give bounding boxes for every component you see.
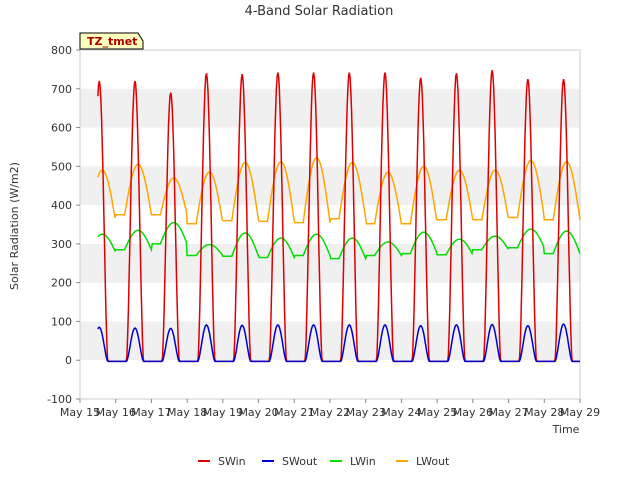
y-tick-label: 200 [51,277,72,290]
x-tick-label: May 21 [274,406,314,419]
chart-title: 4-Band Solar Radiation [245,4,394,19]
y-tick-label: 100 [51,315,72,328]
grid-band [80,243,580,283]
y-tick-label: 400 [51,199,72,212]
legend-label-swout: SWout [282,455,318,468]
x-tick-label: May 16 [96,406,136,419]
grid-band [80,88,580,128]
site-label: TZ_tmet [87,35,137,48]
x-tick-label: May 26 [453,406,493,419]
x-axis-label: Time [552,423,580,436]
series-line-lwin [97,221,581,262]
x-tick-label: May 24 [381,406,421,419]
series-line-swout [97,323,580,363]
site-label-bg [79,32,144,50]
y-tick-label: 600 [51,122,72,135]
x-tick-label: May 22 [310,406,350,419]
y-tick-label: 500 [51,160,72,173]
y-tick-label: 0 [65,354,72,367]
x-tick-label: May 29 [560,406,600,419]
grid-band [80,321,580,361]
grid-bands [80,88,580,361]
legend-label-lwin: LWin [350,455,376,468]
x-tick-label: May 18 [167,406,207,419]
x-tick-label: May 20 [238,406,278,419]
legend: SWin SWout LWin LWout [198,455,450,468]
y-axis-ticks: -100 0 100 200 300 400 500 600 700 800 [47,44,80,406]
x-tick-label: May 23 [346,406,386,419]
series-group [97,70,581,363]
x-tick-label: May 27 [488,406,528,419]
y-tick-label: 800 [51,44,72,57]
y-axis-label: Solar Radiation (W/m2) [8,162,21,290]
x-tick-label: May 17 [131,406,171,419]
series-line-lwout [97,157,581,225]
site-label-box: TZ_tmet [79,32,144,50]
y-tick-label: 700 [51,83,72,96]
y-tick-label: -100 [47,393,72,406]
x-tick-label: May 15 [60,406,100,419]
legend-label-lwout: LWout [416,455,450,468]
legend-label-swin: SWin [218,455,246,468]
y-tick-label: 300 [51,238,72,251]
x-tick-label: May 19 [203,406,243,419]
x-tick-label: May 28 [524,406,564,419]
x-tick-label: May 25 [417,406,457,419]
